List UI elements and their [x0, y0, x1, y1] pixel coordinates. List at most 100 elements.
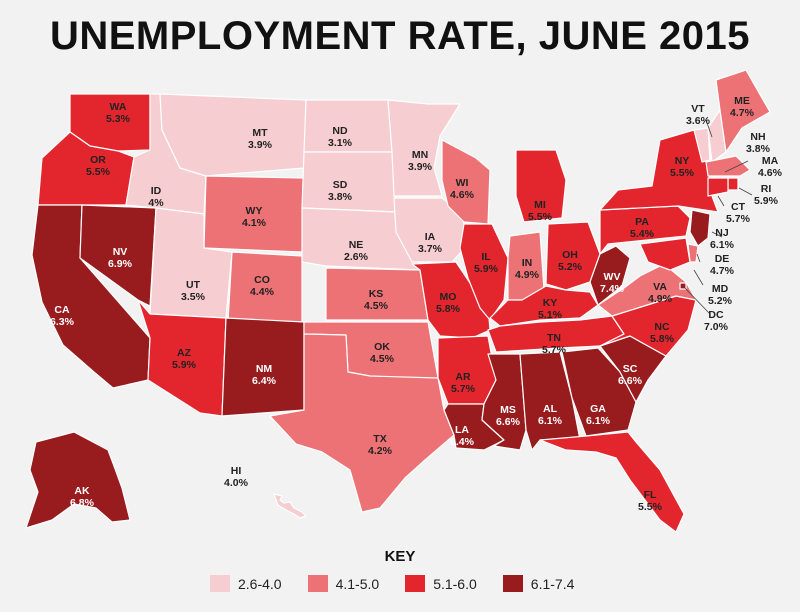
state-rate-label: 5.7%	[451, 383, 476, 395]
state-hi	[273, 493, 307, 519]
state-rate-label: 2.6%	[344, 251, 369, 263]
state-nj	[689, 209, 711, 247]
state-ct	[707, 177, 729, 197]
state-abbr-label: NJ	[715, 227, 729, 239]
state-abbr-label: NE	[349, 239, 364, 251]
state-sd	[301, 151, 397, 213]
state-rate-label: 4.0%	[224, 477, 249, 489]
state-abbr-label: ID	[151, 185, 162, 197]
state-abbr-label: WI	[456, 177, 469, 189]
state-abbr-label: SC	[623, 363, 638, 375]
state-abbr-label: CO	[254, 274, 270, 286]
state-rate-label: 5.5%	[638, 501, 663, 513]
state-abbr-label: KS	[369, 288, 384, 300]
state-rate-label: 4.5%	[370, 353, 395, 365]
state-abbr-label: NH	[750, 131, 765, 143]
state-abbr-label: TX	[373, 433, 386, 445]
state-rate-label: 4.5%	[364, 300, 389, 312]
state-abbr-label: AK	[74, 485, 90, 497]
state-abbr-label: WA	[110, 101, 127, 113]
state-rate-label: 5.7%	[726, 213, 751, 225]
state-abbr-label: TN	[547, 332, 561, 344]
state-abbr-label: ND	[332, 125, 348, 137]
map-title: UNEMPLOYMENT RATE, JUNE 2015	[49, 14, 751, 58]
state-abbr-label: UT	[186, 279, 201, 291]
legend-item: 5.1-6.0	[405, 575, 477, 592]
state-abbr-label: IA	[425, 231, 436, 243]
state-rate-label: 6.3%	[50, 316, 75, 328]
state-abbr-label: RI	[761, 183, 772, 195]
legend-swatch	[210, 575, 230, 592]
legend-label: 4.1-5.0	[335, 575, 380, 592]
state-abbr-label: KY	[543, 297, 558, 309]
legend: 2.6-4.0 4.1-5.0 5.1-6.0 6.1-7.4	[210, 575, 574, 592]
state-mo	[411, 261, 491, 339]
state-rate-label: 5.2%	[708, 295, 733, 307]
state-mi	[515, 149, 567, 223]
state-nv	[79, 204, 157, 307]
legend-swatch	[405, 575, 426, 592]
state-mn	[387, 99, 461, 197]
state-rate-label: 3.1%	[328, 137, 353, 149]
state-abbr-label: MT	[252, 127, 268, 139]
state-abbr-label: MD	[712, 283, 729, 295]
state-rate-label: 6.1%	[586, 415, 611, 427]
state-rate-label: 5.3%	[106, 113, 131, 125]
legend-title: KEY	[384, 548, 416, 565]
state-vt	[693, 127, 711, 163]
state-abbr-label: WY	[246, 205, 263, 217]
state-rate-label: 5.5%	[528, 211, 553, 223]
state-abbr-label: CA	[54, 304, 70, 316]
state-abbr-label: GA	[590, 403, 606, 415]
state-rate-label: 4%	[148, 197, 164, 209]
legend-item: 6.1-7.4	[502, 575, 574, 592]
state-rate-label: 5.9%	[474, 263, 499, 275]
state-rate-label: 4.6%	[450, 189, 475, 201]
state-abbr-label: DC	[708, 309, 724, 321]
state-abbr-label: NM	[256, 363, 273, 375]
state-rate-label: 6.6%	[618, 375, 643, 387]
state-rate-label: 4.4%	[250, 286, 275, 298]
state-abbr-label: NC	[654, 321, 670, 333]
state-abbr-label: HI	[231, 465, 242, 477]
state-abbr-label: NV	[113, 246, 128, 258]
state-abbr-label: IL	[481, 251, 491, 263]
state-rate-label: 6.4%	[252, 375, 277, 387]
state-wv	[589, 245, 631, 306]
state-ak	[25, 431, 131, 529]
state-abbr-label: MI	[534, 199, 546, 211]
state-abbr-label: IN	[522, 257, 533, 269]
state-rate-label: 4.9%	[515, 269, 540, 281]
state-abbr-label: ME	[734, 95, 750, 107]
legend-item: 4.1-5.0	[307, 575, 380, 592]
state-abbr-label: NY	[675, 155, 690, 167]
state-abbr-label: SD	[333, 179, 348, 191]
state-rate-label: 5.5%	[86, 166, 111, 178]
state-abbr-label: LA	[455, 424, 469, 436]
legend-swatch	[307, 575, 328, 592]
state-ga	[561, 347, 637, 437]
state-abbr-label: MS	[500, 404, 516, 416]
state-rate-label: 6.4%	[450, 436, 475, 448]
state-wi	[441, 139, 491, 225]
state-abbr-label: VA	[653, 281, 667, 293]
state-rate-label: 4.9%	[648, 293, 673, 305]
state-tx	[269, 333, 455, 513]
state-mt	[159, 93, 307, 177]
state-rate-label: 5.7%	[542, 344, 567, 356]
state-rate-label: 3.9%	[248, 139, 273, 151]
state-rate-label: 3.8%	[328, 191, 353, 203]
state-abbr-label: OH	[562, 249, 578, 261]
state-abbr-label: OK	[374, 341, 390, 353]
state-rate-label: 6.1%	[710, 239, 735, 251]
state-abbr-label: MN	[412, 149, 428, 161]
state-me	[715, 69, 771, 153]
state-abbr-label: OR	[90, 154, 106, 166]
state-abbr-label: VT	[691, 103, 705, 115]
state-il	[459, 223, 509, 321]
state-rate-label: 7.4%	[600, 283, 625, 295]
state-rate-label: 3.5%	[181, 291, 206, 303]
state-rate-label: 4.1%	[242, 217, 267, 229]
state-abbr-label: CT	[731, 201, 746, 213]
state-rate-label: 4.7%	[730, 107, 755, 119]
